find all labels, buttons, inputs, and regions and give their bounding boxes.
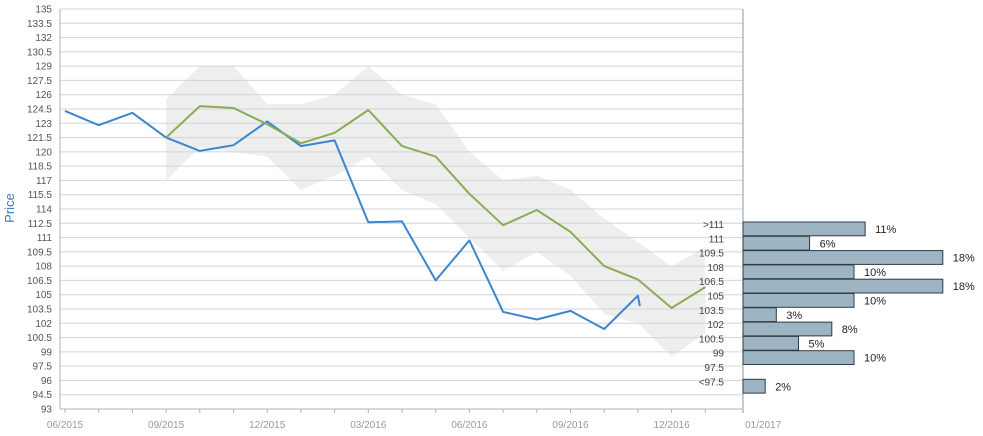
distribution-bin-label: 108 xyxy=(707,263,724,274)
x-tick-label: 09/2015 xyxy=(148,420,185,431)
distribution-bin-label: <97.5 xyxy=(699,377,725,388)
y-tick-label: 115.5 xyxy=(28,190,53,201)
distribution-bin-label: 102 xyxy=(707,320,724,331)
distribution-bar xyxy=(742,321,833,337)
distribution-percent-label: 3% xyxy=(786,310,802,322)
y-tick-label: 127.5 xyxy=(27,76,52,87)
distribution-bin-label: >111 xyxy=(703,220,724,231)
distribution-bar xyxy=(742,264,855,280)
distribution-bar xyxy=(742,378,766,394)
distribution-bin-label: 106.5 xyxy=(699,277,724,288)
distribution-percent-label: 8% xyxy=(842,324,858,336)
y-tick-label: 109.5 xyxy=(27,247,52,258)
y-tick-label: 114 xyxy=(36,205,52,216)
y-tick-label: 97.5 xyxy=(33,362,53,373)
y-tick-label: 111 xyxy=(37,233,53,244)
y-tick-label: 94.5 xyxy=(33,390,53,401)
distribution-percent-label: 10% xyxy=(864,353,886,365)
x-tick-label: 12/2016 xyxy=(654,420,691,431)
y-tick-label: 93 xyxy=(41,405,53,416)
distribution-bin-label: 109.5 xyxy=(699,249,724,260)
distribution-percent-label: 10% xyxy=(864,267,886,279)
y-tick-label: 129 xyxy=(35,62,52,73)
distribution-bar xyxy=(742,307,777,323)
y-axis-title: Price xyxy=(2,193,17,223)
y-tick-label: 102 xyxy=(35,319,52,330)
y-tick-label: 99 xyxy=(41,347,53,358)
y-tick-label: 105 xyxy=(35,290,52,301)
x-tick-label: 01/2017 xyxy=(745,420,782,431)
distribution-percent-label: 11% xyxy=(875,224,896,236)
distribution-percent-label: 2% xyxy=(775,381,791,393)
distribution-bin-label: 99 xyxy=(713,349,725,360)
y-tick-label: 96 xyxy=(41,376,53,387)
forecast-band xyxy=(166,66,706,357)
distribution-bar xyxy=(742,278,944,294)
y-tick-label: 124.5 xyxy=(27,105,52,116)
distribution-percent-label: 10% xyxy=(864,296,886,308)
y-tick-label: 133.5 xyxy=(27,19,52,30)
distribution-bin-label: 97.5 xyxy=(705,363,725,374)
distribution-percent-label: 6% xyxy=(820,238,836,250)
y-tick-label: 106.5 xyxy=(27,276,52,287)
y-tick-label: 103.5 xyxy=(27,305,52,316)
x-tick-label: 09/2016 xyxy=(552,420,589,431)
y-tick-label: 112.5 xyxy=(28,219,53,230)
y-tick-label: 120 xyxy=(35,147,52,158)
y-tick-label: 121.5 xyxy=(27,133,52,144)
distribution-bin-label: 105 xyxy=(707,292,724,303)
distribution-bar xyxy=(742,350,855,366)
distribution-bin-label: 111 xyxy=(709,234,725,245)
y-tick-label: 118.5 xyxy=(28,162,53,173)
x-tick-label: 03/2016 xyxy=(350,420,387,431)
distribution-bar xyxy=(742,293,855,308)
distribution-bar xyxy=(742,221,866,237)
y-tick-label: 132 xyxy=(35,33,52,44)
x-tick-label: 06/2015 xyxy=(47,420,84,431)
distribution-bar xyxy=(742,235,811,251)
distribution-bar xyxy=(742,250,944,265)
series-line-2 xyxy=(165,105,706,309)
y-tick-label: 117 xyxy=(36,176,52,187)
x-tick-label: 12/2015 xyxy=(249,420,286,431)
y-tick-label: 100.5 xyxy=(27,333,52,344)
y-tick-label: 108 xyxy=(35,262,52,273)
y-tick-label: 135 xyxy=(35,5,52,16)
y-tick-label: 126 xyxy=(35,90,52,101)
y-tick-label: 130.5 xyxy=(27,47,52,58)
distribution-bin-label: 100.5 xyxy=(699,334,724,345)
x-tick-label: 06/2016 xyxy=(451,420,488,431)
distribution-bar xyxy=(742,335,799,351)
distribution-percent-label: 18% xyxy=(953,253,975,265)
distribution-percent-label: 5% xyxy=(809,338,825,350)
distribution-percent-label: 18% xyxy=(953,281,975,293)
y-tick-label: 123 xyxy=(35,119,52,130)
distribution-bin-label: 103.5 xyxy=(699,306,724,317)
